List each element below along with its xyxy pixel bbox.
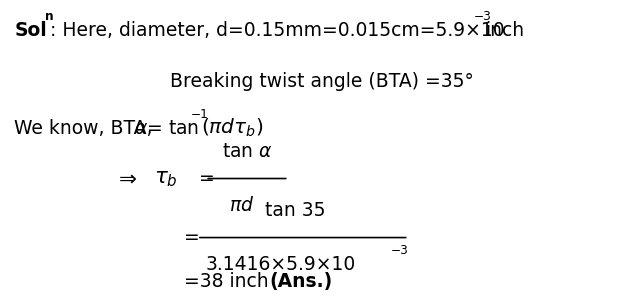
Text: $\tau_b$: $\tau_b$ <box>154 169 178 189</box>
Text: : Here, diameter, d=0.15mm=0.015cm=5.9×10: : Here, diameter, d=0.15mm=0.015cm=5.9×1… <box>50 21 505 41</box>
Text: (Ans.): (Ans.) <box>269 272 333 291</box>
Text: 3.1416×5.9×10: 3.1416×5.9×10 <box>205 255 355 274</box>
Text: inch: inch <box>486 21 525 41</box>
Text: Sol: Sol <box>14 21 47 41</box>
Text: $(\pi d\tau_b)$: $(\pi d\tau_b)$ <box>202 117 264 139</box>
Text: tan 35: tan 35 <box>265 201 325 220</box>
Text: −3: −3 <box>391 244 408 257</box>
Text: $\alpha$= tan: $\alpha$= tan <box>134 119 199 138</box>
Text: n: n <box>45 10 53 23</box>
Text: tan $\alpha$: tan $\alpha$ <box>222 142 272 161</box>
Text: Breaking twist angle (BTA) =35°: Breaking twist angle (BTA) =35° <box>170 72 474 91</box>
Text: =: = <box>199 169 214 188</box>
Text: $\pi d$: $\pi d$ <box>229 196 254 215</box>
Text: −3: −3 <box>474 10 492 23</box>
Text: $\Rightarrow$: $\Rightarrow$ <box>113 169 137 189</box>
Text: =38 inch: =38 inch <box>184 272 275 291</box>
Text: −1: −1 <box>191 108 209 121</box>
Text: =: = <box>184 228 200 247</box>
Text: We know, BTA,: We know, BTA, <box>14 119 158 138</box>
